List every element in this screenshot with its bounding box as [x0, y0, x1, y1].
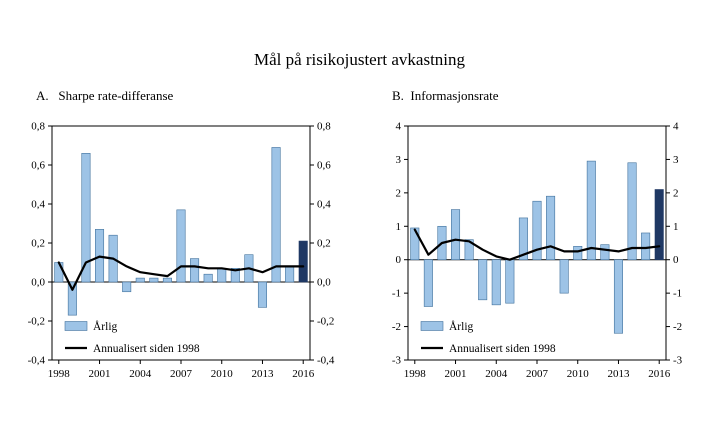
y-tick-label-right: 0,6 — [317, 160, 331, 172]
annualized-line — [57, 255, 305, 291]
legend-annual-label: Årlig — [449, 319, 474, 333]
y-tick-label-right: -2 — [673, 321, 682, 333]
y-tick-label-left: 3 — [396, 154, 402, 166]
bar-2000 — [81, 152, 91, 283]
bar-2013 — [257, 281, 267, 308]
y-tick-label-right: 3 — [673, 154, 679, 166]
bar-1999 — [67, 281, 77, 316]
bar-2004 — [135, 277, 145, 283]
bar-2012 — [600, 244, 610, 261]
legend-annual-swatch — [420, 321, 444, 331]
bar-2005 — [505, 259, 515, 304]
x-tick-label: 2010 — [567, 368, 590, 380]
bar-2007 — [176, 209, 186, 283]
x-tick-label: 2007 — [526, 368, 549, 380]
x-tick-label: 1998 — [404, 368, 427, 380]
y-tick-label-right: 0,2 — [317, 238, 331, 250]
y-tick-label-right: -3 — [673, 355, 683, 367]
panel-b: B. Informasjonsrate 4 4 3 3 2 2 1 1 0 0 -1 -1 -2 -2 -3… — [368, 88, 708, 396]
bar-2014 — [271, 147, 281, 283]
y-tick-label-right: -1 — [673, 288, 682, 300]
bar-1998 — [410, 227, 420, 261]
y-tick-label-left: -1 — [392, 288, 401, 300]
panel-a-plot: 0,8 0,8 0,6 0,6 0,4 0,4 0,2 0,2 0,0 0,0 -0,2 -0,2 -0… — [12, 112, 352, 396]
y-tick-label-right: 0,0 — [317, 277, 331, 289]
y-tick-label-left: 0,6 — [31, 160, 45, 172]
y-tick-label-left: 4 — [396, 121, 402, 133]
bar-2010 — [217, 268, 227, 283]
y-tick-label-right: 1 — [673, 221, 679, 233]
bar-2006 — [162, 277, 172, 283]
legend-annual-swatch — [64, 321, 88, 331]
x-tick-label: 2007 — [170, 368, 193, 380]
bar-2016 — [654, 189, 664, 261]
legend-annualized-label: Annualisert siden 1998 — [449, 343, 556, 355]
y-tick-label-left: -2 — [392, 321, 401, 333]
y-tick-label-left: 1 — [396, 221, 402, 233]
x-tick-label: 2013 — [607, 368, 630, 380]
legend-annualized-label: Annualisert siden 1998 — [93, 343, 200, 355]
bar-2002 — [464, 239, 474, 261]
bar-2005 — [149, 277, 159, 283]
panel-b-title: B. Informasjonsrate — [392, 88, 499, 103]
bar-2008 — [190, 258, 200, 283]
y-tick-label-left: -3 — [392, 355, 402, 367]
annualized-line — [413, 228, 661, 261]
panel-b-plot: 4 4 3 3 2 2 1 1 0 0 -1 -1 -2 -2 -3 -3 1998 2001 2004 2007 20… — [368, 112, 708, 396]
x-tick-label: 2013 — [251, 368, 274, 380]
x-tick-label: 2001 — [445, 368, 467, 380]
y-tick-label-left: 0,2 — [31, 238, 45, 250]
bar-2013 — [613, 259, 623, 334]
y-tick-label-right: 0,4 — [317, 199, 331, 211]
y-tick-label-right: 2 — [673, 187, 679, 199]
y-tick-label-right: 0 — [673, 254, 679, 266]
panel-a-title: A. Sharpe rate-differanse — [36, 88, 174, 103]
y-tick-label-left: 0,8 — [31, 121, 45, 133]
panel-a: A. Sharpe rate-differanse 0,8 0,8 0,6 0,6 0,… — [12, 88, 352, 396]
x-tick-label: 2004 — [129, 368, 152, 380]
bar-2001 — [451, 209, 461, 261]
bar-1998 — [54, 262, 64, 283]
legend-annual-label: Årlig — [93, 319, 118, 333]
y-tick-label-left: 2 — [396, 187, 402, 199]
bar-2003 — [478, 259, 488, 301]
x-tick-label: 2016 — [292, 368, 315, 380]
x-tick-label: 2010 — [211, 368, 234, 380]
bar-2010 — [573, 246, 583, 261]
bar-2003 — [122, 281, 132, 293]
bar-2011 — [586, 160, 596, 261]
figure-title: Mål på risikojustert avkastning — [253, 50, 466, 69]
x-tick-label: 2001 — [89, 368, 111, 380]
bar-1999 — [423, 259, 433, 307]
y-tick-label-right: -0,2 — [317, 316, 334, 328]
y-tick-label-left: 0 — [396, 254, 402, 266]
y-tick-label-left: 0,4 — [31, 199, 45, 211]
x-tick-label: 2004 — [485, 368, 508, 380]
y-tick-label-left: -0,2 — [28, 316, 45, 328]
bar-2008 — [546, 195, 556, 261]
bar-2009 — [559, 259, 569, 294]
bar-2015 — [641, 232, 651, 261]
y-tick-label-right: 4 — [673, 121, 679, 133]
bar-2011 — [230, 268, 240, 283]
bar-2007 — [532, 200, 542, 261]
y-tick-label-right: -0,4 — [317, 355, 335, 367]
y-tick-label-left: -0,4 — [28, 355, 46, 367]
x-tick-label: 1998 — [48, 368, 71, 380]
bar-2004 — [491, 259, 501, 306]
bar-2015 — [285, 266, 295, 283]
chart-svg: 0,8 0,8 0,6 0,6 0,4 0,4 0,2 0,2 0,0 0,0 -0,2 -0,2 -0… — [28, 121, 335, 381]
bar-2006 — [518, 217, 528, 261]
y-tick-label-left: 0,0 — [31, 277, 45, 289]
y-tick-label-right: 0,8 — [317, 121, 331, 133]
bar-2009 — [203, 273, 213, 283]
x-tick-label: 2016 — [648, 368, 671, 380]
bar-2016 — [298, 240, 308, 283]
bar-2014 — [627, 162, 637, 261]
